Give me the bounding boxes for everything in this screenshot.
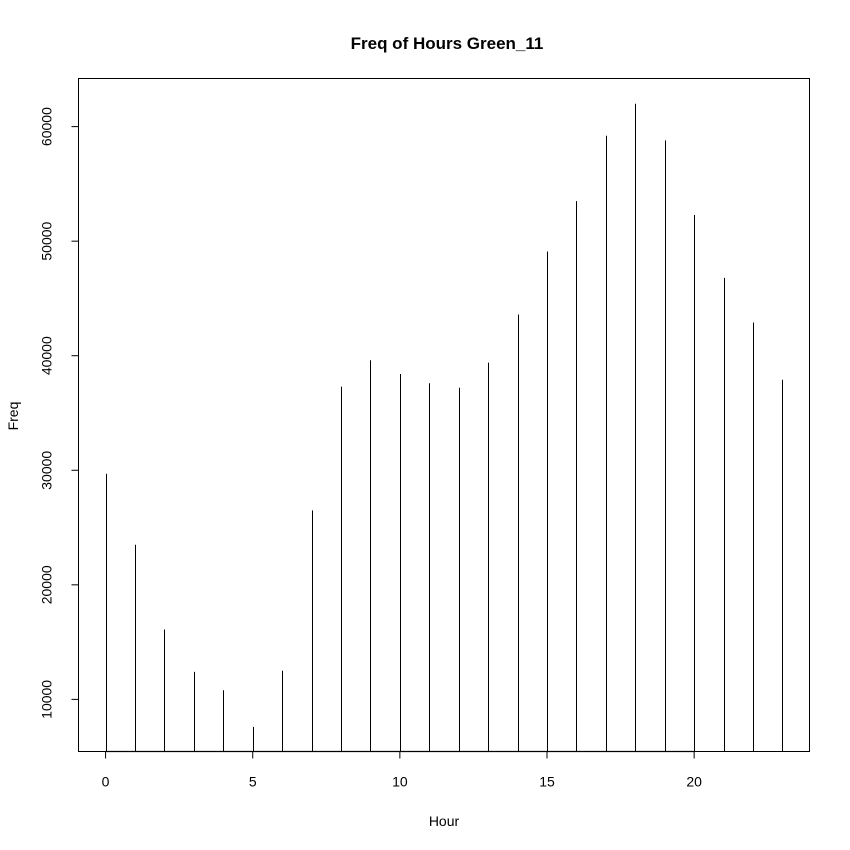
x-tick-label: 5 xyxy=(249,774,257,790)
bars-group xyxy=(106,103,783,752)
y-tick-label: 30000 xyxy=(39,451,55,490)
y-tick-label: 10000 xyxy=(39,680,55,719)
y-axis: 10000 20000 30000 40000 50000 60000 xyxy=(39,107,79,719)
x-axis-label: Hour xyxy=(429,813,460,829)
x-axis: 0 5 10 15 20 xyxy=(102,751,702,790)
y-tick-label: 60000 xyxy=(39,107,55,146)
x-tick-label: 15 xyxy=(539,774,555,790)
x-tick-label: 0 xyxy=(102,774,110,790)
chart-title: Freq of Hours Green_11 xyxy=(351,34,544,53)
y-tick-label: 50000 xyxy=(39,221,55,260)
y-tick-label: 40000 xyxy=(39,336,55,375)
y-tick-label: 20000 xyxy=(39,565,55,604)
plot-frame xyxy=(78,78,810,752)
y-axis-label: Freq xyxy=(5,402,21,431)
x-tick-label: 20 xyxy=(686,774,702,790)
x-tick-label: 10 xyxy=(392,774,408,790)
